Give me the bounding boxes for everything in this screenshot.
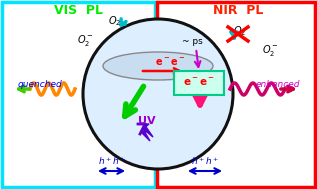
Text: UV: UV [138,116,156,126]
Ellipse shape [103,52,213,80]
Circle shape [83,19,233,169]
Text: enhanced: enhanced [256,80,300,89]
FancyBboxPatch shape [157,2,315,187]
Text: $O_2^-$: $O_2^-$ [262,43,278,59]
Text: $O_2$: $O_2$ [108,14,122,28]
Text: quenched: quenched [18,80,62,89]
Text: $h^+ h^+$: $h^+ h^+$ [98,155,126,167]
Text: $\mathbf{e^-e^-}$: $\mathbf{e^-e^-}$ [155,57,185,68]
Text: ~ ps: ~ ps [182,36,202,46]
FancyBboxPatch shape [174,71,224,95]
Text: $\mathbf{e^- e^-}$: $\mathbf{e^- e^-}$ [183,77,215,88]
Text: $h^+ h^+$: $h^+ h^+$ [191,155,219,167]
FancyBboxPatch shape [2,2,155,187]
Text: $O_2^-$: $O_2^-$ [77,33,94,49]
Polygon shape [141,124,153,141]
Text: $O_2$: $O_2$ [233,24,247,38]
Text: VIS  PL: VIS PL [54,5,102,18]
Text: NIR  PL: NIR PL [213,5,263,18]
